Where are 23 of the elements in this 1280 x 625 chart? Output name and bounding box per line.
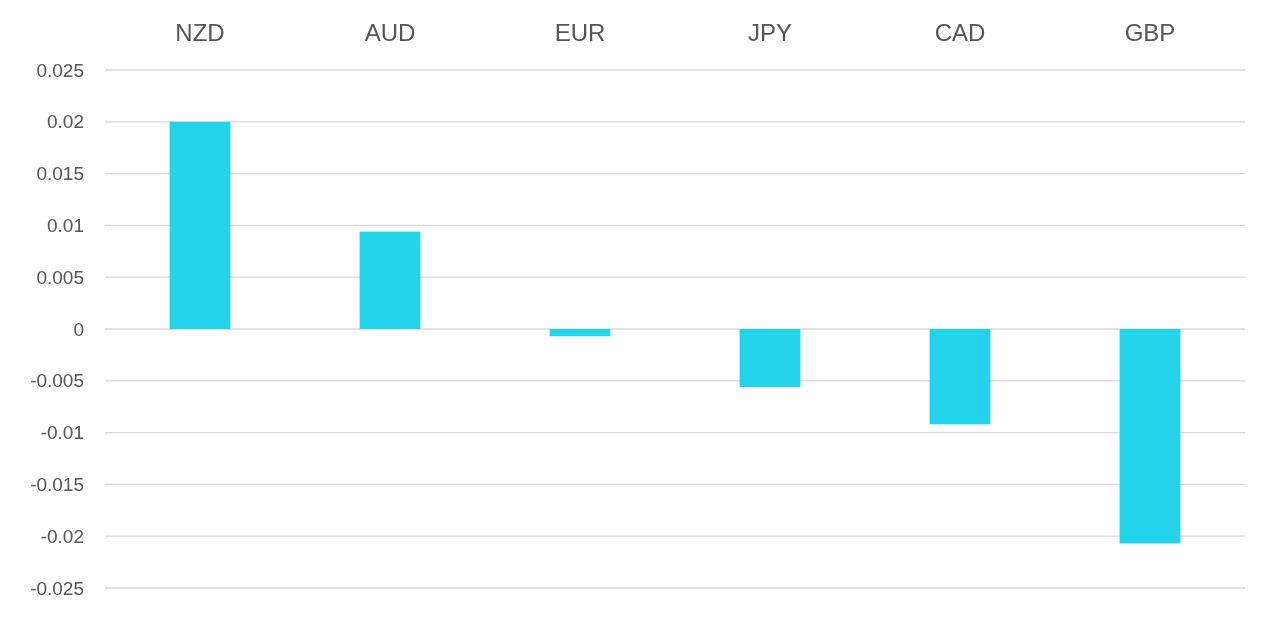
y-tick-label: -0.01 bbox=[40, 422, 84, 444]
x-tick-label: NZD bbox=[175, 19, 225, 47]
bar bbox=[929, 329, 991, 425]
y-tick-label: 0.005 bbox=[36, 266, 84, 288]
x-tick-label: JPY bbox=[747, 19, 793, 47]
y-tick-label: 0.025 bbox=[36, 59, 84, 81]
y-tick-label: -0.015 bbox=[30, 474, 84, 496]
y-tick-label: -0.005 bbox=[30, 370, 84, 392]
y-tick-label: -0.02 bbox=[40, 525, 84, 547]
bar bbox=[359, 231, 421, 329]
y-tick-label: 0.02 bbox=[47, 111, 84, 133]
bar bbox=[169, 121, 231, 329]
y-tick-label: 0.015 bbox=[36, 163, 84, 185]
bar bbox=[1119, 329, 1181, 544]
x-tick-label: CAD bbox=[934, 19, 986, 47]
bar bbox=[549, 329, 611, 337]
x-tick-label: EUR bbox=[554, 19, 606, 47]
y-tick-label: -0.025 bbox=[30, 577, 84, 599]
bar bbox=[739, 329, 801, 388]
y-tick-label: 0.01 bbox=[47, 215, 84, 237]
x-tick-label: GBP bbox=[1124, 19, 1176, 47]
y-tick-label: 0 bbox=[73, 318, 84, 340]
x-tick-label: AUD bbox=[364, 19, 416, 47]
